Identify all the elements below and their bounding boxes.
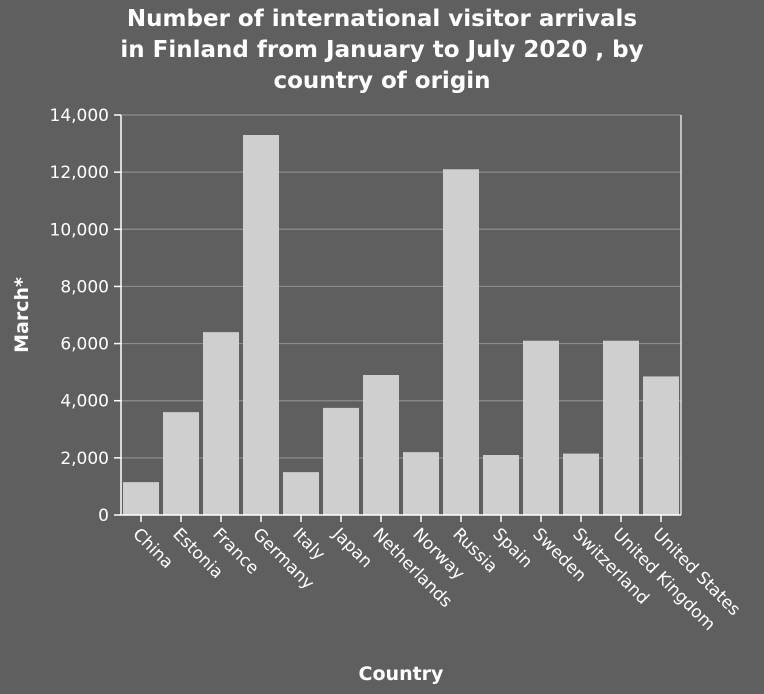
- axes: [120, 115, 682, 516]
- bar-united-states: [643, 376, 679, 515]
- chart-title: Number of international visitor arrivals…: [0, 4, 764, 97]
- bar-italy: [283, 472, 319, 515]
- y-tick-label: 8,000: [60, 277, 109, 297]
- y-axis-label: March*: [11, 277, 33, 353]
- y-tick-label: 10,000: [50, 220, 109, 240]
- x-axis-label: Country: [359, 663, 445, 685]
- bar-france: [203, 332, 239, 515]
- y-axis-ticks: 0 2,000 4,000 6,000 8,000 10,000 12,000 14,000: [50, 106, 121, 526]
- bar-japan: [323, 407, 359, 515]
- y-tick-label: 4,000: [60, 392, 109, 412]
- bar-estonia: [163, 412, 199, 515]
- bar-china: [123, 482, 159, 515]
- y-tick-label: 14,000: [50, 106, 109, 126]
- y-tick-label: 6,000: [60, 335, 109, 355]
- x-tick-label: China: [128, 524, 176, 572]
- y-tick-label: 0: [98, 506, 109, 526]
- bar-netherlands: [363, 375, 399, 515]
- y-tick-label: 12,000: [50, 163, 109, 183]
- bar-sweden: [523, 340, 559, 515]
- bar-norway: [403, 452, 439, 515]
- bar-spain: [483, 455, 519, 515]
- bar-germany: [243, 135, 279, 515]
- bars: [123, 135, 679, 516]
- bar-switzerland: [563, 453, 599, 515]
- chart-title-line-2: in Finland from January to July 2020 , b…: [120, 37, 644, 63]
- bar-russia: [443, 169, 479, 516]
- x-tick-label: Japan: [328, 524, 376, 572]
- bar-united-kingdom: [603, 340, 639, 515]
- y-tick-label: 2,000: [60, 449, 109, 469]
- chart-title-line-3: country of origin: [273, 68, 491, 94]
- chart-title-line-1: Number of international visitor arrivals: [126, 6, 638, 32]
